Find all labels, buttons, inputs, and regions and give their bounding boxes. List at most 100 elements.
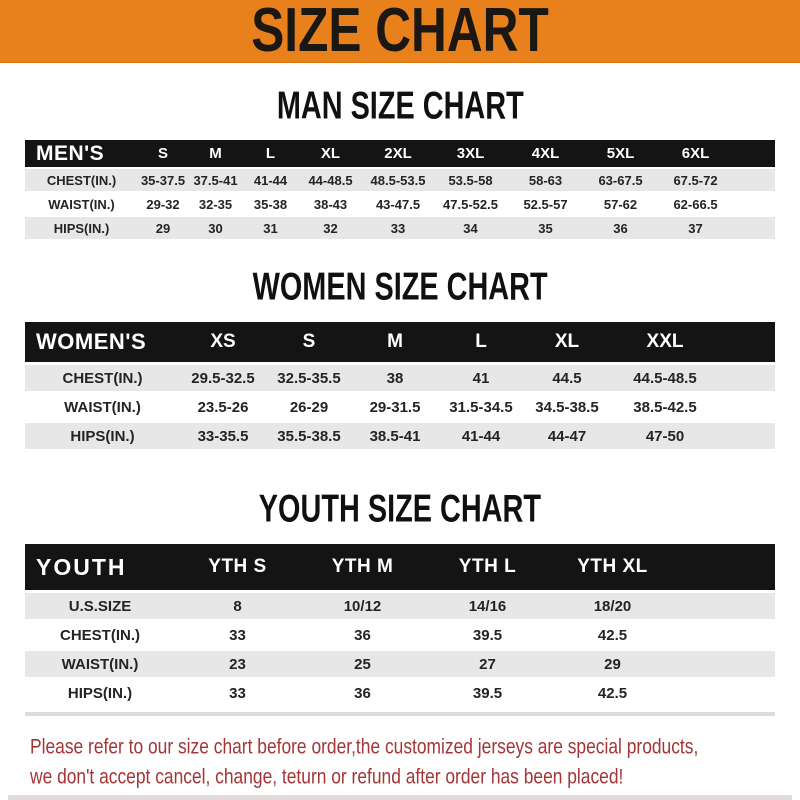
row-label-cell: HIPS(IN.) [67,684,133,702]
womens-size-table: WOMEN'S XS S M L XL XXL CHEST(IN.) 29.5-… [25,319,775,452]
value-cell: 35-37.5 [140,172,186,188]
filler-cell [733,193,775,215]
value-cell: 36 [354,626,371,644]
value-cell: 14/16 [468,597,507,615]
value-cell: 26-29 [289,398,329,416]
header-cell: XL [554,331,580,352]
value-cell: 31.5-34.5 [449,398,513,416]
header-cell: WOMEN'S [36,329,147,354]
value-cell: 38 [386,369,404,387]
filler-cell [720,322,775,362]
value-cell: 35-38 [253,196,288,212]
value-cell: 18/20 [593,597,632,615]
mens-section-heading: MAN SIZE CHART [0,83,800,128]
footer-note-line: Please refer to our size chart before or… [30,735,699,759]
row-label-cell: CHEST(IN.) [62,369,143,387]
table-row: HIPS(IN.) 33-35.5 35.5-38.5 38.5-41 41-4… [25,423,775,449]
value-cell: 42.5 [597,626,628,644]
value-cell: 39.5 [472,626,503,644]
value-cell: 67.5-72 [673,172,718,188]
value-cell: 44-48.5 [308,172,353,188]
header-cell: YTH S [208,556,267,577]
value-cell: 58-63 [528,172,563,188]
row-label-cell: CHEST(IN.) [46,172,117,188]
filler-cell [675,544,775,590]
bottom-edge-strip [8,795,792,800]
value-cell: 32 [323,220,338,236]
row-label-cell: U.S.SIZE [68,597,132,615]
womens-heading-text: WOMEN SIZE CHART [252,264,548,309]
value-cell: 33 [229,626,246,644]
filler-cell [733,169,775,191]
row-label-cell: CHEST(IN.) [60,626,140,644]
value-cell: 32.5-35.5 [277,369,341,387]
value-cell: 38.5-42.5 [633,398,697,416]
value-cell: 10/12 [343,597,382,615]
header-cell: 3XL [456,145,485,162]
header-cell: YTH L [458,556,517,577]
value-cell: 57-62 [603,196,638,212]
value-cell: 48.5-53.5 [370,172,426,188]
mens-heading-text: MAN SIZE CHART [276,83,524,128]
table-row: WAIST(IN.) 23 25 27 29 [25,651,775,677]
footer-note: Please refer to our size chart before or… [30,732,800,792]
youth-section-heading: YOUTH SIZE CHART [0,486,800,531]
table-header-row: YOUTH YTH S YTH M YTH L YTH XL [25,544,775,590]
table-row: U.S.SIZE 8 10/12 14/16 18/20 [25,593,775,619]
table-row: CHEST(IN.) 29.5-32.5 32.5-35.5 38 41 44.… [25,365,775,391]
value-cell: 38-43 [313,196,348,212]
value-cell: 25 [354,655,371,673]
value-cell: 33-35.5 [197,427,249,445]
header-cell: 5XL [606,145,635,162]
header-cell: MEN'S [36,141,105,165]
value-cell: 33 [390,220,406,236]
table-header-row: WOMEN'S XS S M L XL XXL [25,322,775,362]
value-cell: 53.5-58 [448,172,493,188]
value-cell: 39.5 [472,684,503,702]
youth-heading-text: YOUTH SIZE CHART [258,486,542,531]
row-label-cell: WAIST(IN.) [61,655,139,673]
value-cell: 29-32 [146,196,180,212]
value-cell: 31 [263,220,278,236]
filler-cell [733,140,775,167]
header-cell: L [475,331,487,352]
value-cell: 23 [229,655,246,673]
value-cell: 38.5-41 [369,427,421,445]
table-row: WAIST(IN.) 23.5-26 26-29 29-31.5 31.5-34… [25,394,775,420]
table-row: WAIST(IN.) 29-32 32-35 35-38 38-43 43-47… [25,193,775,215]
value-cell: 34 [463,220,478,236]
header-cell: XL [320,145,341,162]
womens-section-heading: WOMEN SIZE CHART [0,264,800,309]
header-cell: 6XL [681,145,710,162]
filler-cell [733,217,775,239]
value-cell: 44.5 [552,369,582,387]
value-cell: 27 [479,655,496,673]
table-header-row: MEN'S S M L XL 2XL 3XL 4XL 5XL 6XL [25,140,775,167]
value-cell: 8 [233,597,242,615]
filler-cell [720,394,775,420]
filler-cell [720,423,775,449]
header-cell: XXL [646,331,684,352]
mens-size-table: MEN'S S M L XL 2XL 3XL 4XL 5XL 6XL CHEST… [25,138,775,241]
value-cell: 30 [208,220,223,236]
value-cell: 32-35 [198,196,233,212]
value-cell: 29-31.5 [369,398,421,416]
value-cell: 29 [604,655,621,673]
header-cell: YTH XL [577,556,648,577]
value-cell: 42.5 [597,684,628,702]
table-row: HIPS(IN.) 33 36 39.5 42.5 [25,680,775,706]
value-cell: 63-67.5 [598,172,643,188]
table-row: CHEST(IN.) 33 36 39.5 42.5 [25,622,775,648]
filler-cell [675,593,775,619]
header-cell: YTH M [331,556,394,577]
table-bottom-divider [25,712,775,716]
value-cell: 35 [538,220,553,236]
header-cell: YOUTH [36,553,127,580]
value-cell: 34.5-38.5 [535,398,599,416]
size-chart-banner: SIZE CHART [0,0,800,63]
value-cell: 52.5-57 [523,196,568,212]
banner-title: SIZE CHART [251,0,549,65]
value-cell: 41-44 [253,172,288,188]
value-cell: 23.5-26 [197,398,249,416]
header-cell: M [387,331,403,352]
